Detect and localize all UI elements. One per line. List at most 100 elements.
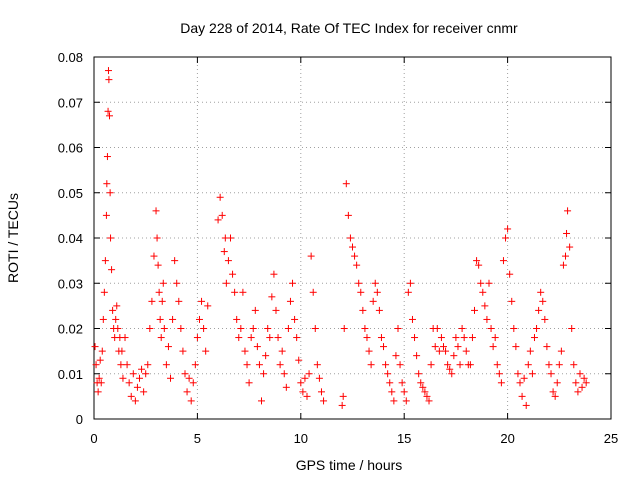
data-point: [104, 67, 112, 75]
data-point: [158, 297, 166, 305]
data-point: [276, 361, 284, 369]
data-point: [396, 361, 404, 369]
data-point: [526, 347, 534, 355]
data-point: [299, 388, 307, 396]
data-point: [580, 374, 588, 382]
data-point: [435, 347, 443, 355]
data-point: [398, 379, 406, 387]
data-point: [295, 356, 303, 364]
data-point: [471, 306, 479, 314]
data-point: [423, 392, 431, 400]
data-point: [522, 401, 530, 409]
data-point: [547, 370, 555, 378]
data-point: [510, 325, 518, 332]
data-point: [198, 297, 206, 305]
data-point: [258, 397, 266, 405]
data-point: [371, 279, 379, 287]
data-point: [456, 361, 464, 369]
data-point: [340, 325, 348, 332]
data-point: [123, 361, 131, 369]
data-point: [559, 261, 567, 269]
data-point: [468, 334, 476, 342]
data-point: [114, 325, 122, 332]
data-point: [177, 325, 185, 332]
data-point: [365, 347, 373, 355]
data-point: [226, 234, 234, 242]
y-tick-label: 0.08: [58, 50, 83, 65]
data-point: [146, 325, 154, 332]
data-point: [477, 279, 485, 287]
data-point: [516, 379, 524, 387]
data-point: [185, 374, 193, 382]
data-point: [229, 270, 237, 278]
data-point: [539, 297, 547, 305]
data-point: [555, 361, 563, 369]
data-point: [241, 347, 249, 355]
data-point: [133, 383, 141, 391]
data-point: [135, 374, 143, 382]
data-point: [245, 379, 253, 387]
data-point: [235, 334, 243, 342]
data-point: [491, 334, 499, 342]
data-point: [142, 370, 150, 378]
data-point: [262, 352, 270, 360]
data-point: [224, 257, 232, 265]
data-point: [282, 383, 290, 391]
data-point: [566, 243, 574, 251]
data-point: [270, 270, 278, 278]
data-point: [386, 379, 394, 387]
data-point: [118, 347, 126, 355]
data-point: [102, 211, 110, 219]
data-point: [346, 234, 354, 242]
data-point: [415, 370, 423, 378]
data-point: [578, 383, 586, 391]
data-point: [251, 306, 259, 314]
data-point: [96, 356, 104, 364]
data-point: [373, 288, 381, 296]
data-point: [353, 261, 361, 269]
data-point: [493, 361, 501, 369]
data-point: [200, 325, 208, 332]
data-point: [402, 397, 410, 405]
data-point: [160, 325, 168, 332]
data-point: [152, 207, 160, 215]
data-point: [169, 315, 177, 323]
data-point: [98, 347, 106, 355]
data-point: [164, 343, 172, 351]
data-point: [549, 388, 557, 396]
data-point: [524, 361, 532, 369]
data-point: [520, 374, 528, 382]
data-point: [439, 343, 447, 351]
x-tick-label: 15: [397, 431, 411, 446]
data-point: [91, 343, 99, 351]
data-point: [121, 334, 129, 342]
data-point: [193, 334, 201, 342]
data-point: [454, 343, 462, 351]
data-point: [369, 297, 377, 305]
data-point: [247, 334, 255, 342]
data-point: [99, 315, 107, 323]
data-point: [458, 325, 466, 332]
y-tick-label: 0.03: [58, 276, 83, 291]
data-point: [97, 379, 105, 387]
data-point: [313, 361, 321, 369]
data-point: [442, 347, 450, 355]
data-point: [214, 216, 222, 224]
data-point: [237, 325, 245, 332]
data-point: [528, 370, 536, 378]
data-point: [437, 334, 445, 342]
data-point: [154, 261, 162, 269]
data-point: [497, 379, 505, 387]
data-point: [239, 288, 247, 296]
data-point: [427, 361, 435, 369]
data-point: [425, 397, 433, 405]
data-point: [150, 252, 158, 260]
data-point: [466, 361, 474, 369]
y-tick-label: 0: [76, 412, 83, 427]
data-point: [537, 288, 545, 296]
data-point: [272, 306, 280, 314]
data-point: [382, 361, 390, 369]
data-point: [367, 361, 375, 369]
data-point: [417, 379, 425, 387]
data-point: [253, 343, 261, 351]
